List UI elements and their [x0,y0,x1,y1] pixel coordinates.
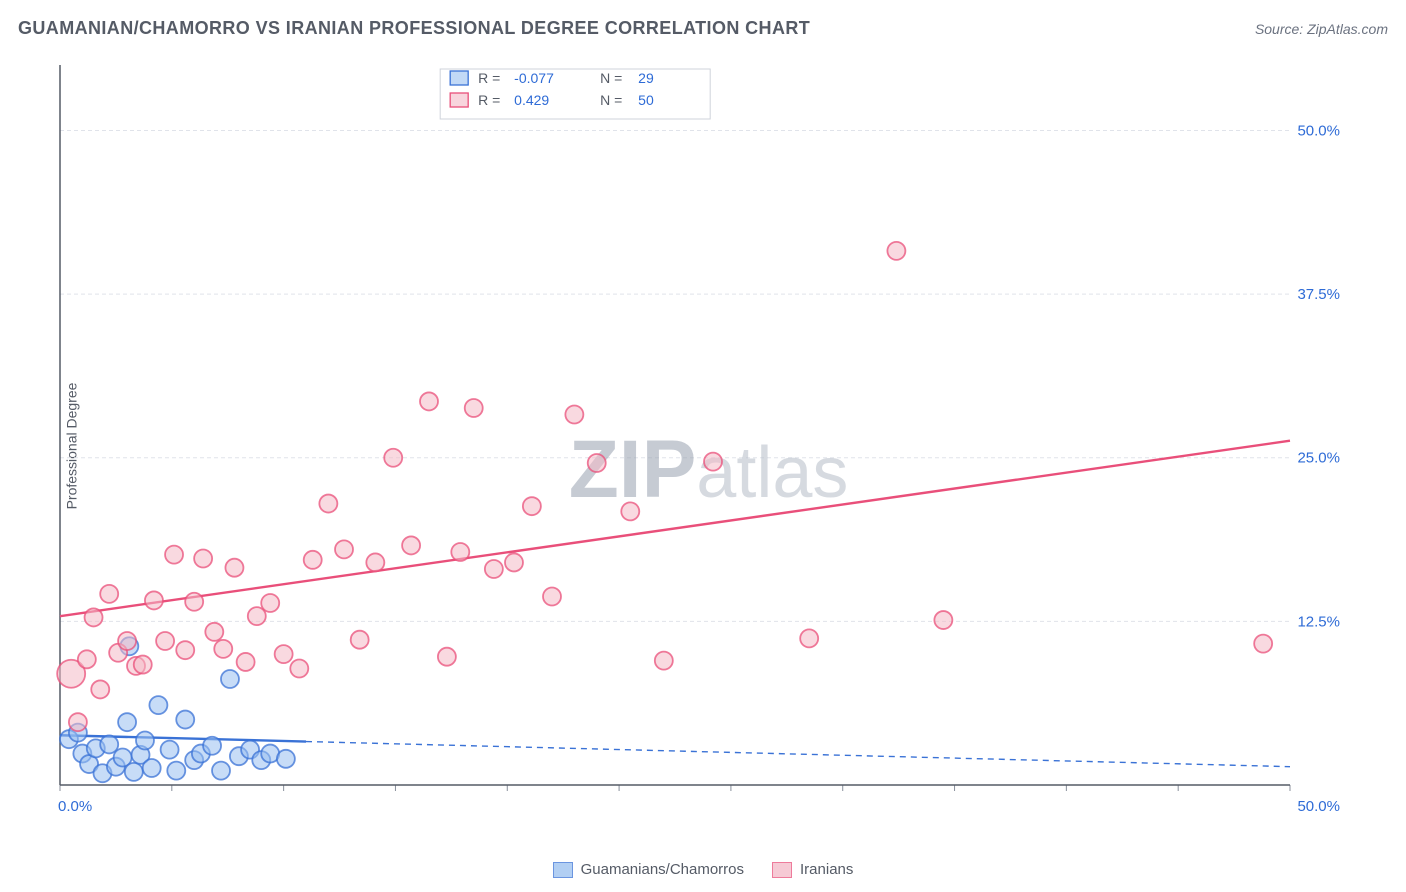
source-label: Source: ZipAtlas.com [1255,21,1388,37]
svg-text:50.0%: 50.0% [1297,122,1340,139]
svg-text:N =: N = [600,70,622,86]
svg-text:29: 29 [638,70,654,86]
svg-text:50: 50 [638,92,654,108]
svg-text:R =: R = [478,92,500,108]
svg-text:0.429: 0.429 [514,92,549,108]
svg-text:0.0%: 0.0% [58,798,92,815]
svg-text:N =: N = [600,92,622,108]
svg-text:50.0%: 50.0% [1297,798,1340,815]
chart-title: GUAMANIAN/CHAMORRO VS IRANIAN PROFESSION… [18,18,810,39]
legend-swatch-iran [772,862,792,878]
chart-header: GUAMANIAN/CHAMORRO VS IRANIAN PROFESSION… [18,18,1388,39]
series-legend: Guamanians/Chamorros Iranians [0,861,1406,878]
svg-text:R =: R = [478,70,500,86]
legend-item-guam: Guamanians/Chamorros [553,861,744,878]
legend-item-iran: Iranians [772,861,853,878]
legend-label-iran: Iranians [800,861,853,878]
legend-label-guam: Guamanians/Chamorros [581,861,744,878]
legend-swatch-guam [553,862,573,878]
scatter-plot: 12.5%25.0%37.5%50.0%ZIPatlasR =-0.077N =… [50,55,1350,825]
svg-text:25.0%: 25.0% [1297,450,1340,467]
svg-text:12.5%: 12.5% [1297,613,1340,630]
svg-text:37.5%: 37.5% [1297,286,1340,303]
svg-text:-0.077: -0.077 [514,70,554,86]
